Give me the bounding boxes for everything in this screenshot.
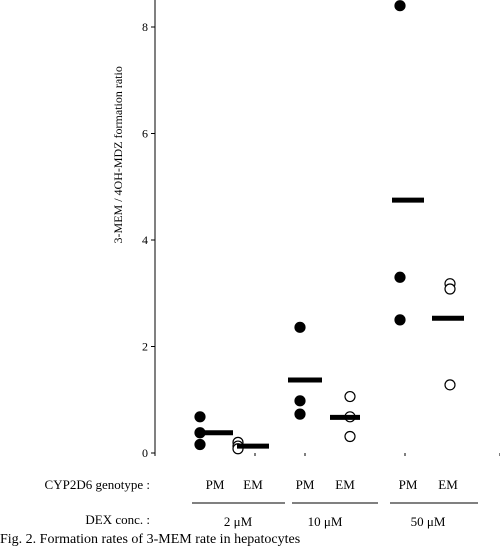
pm-data-point bbox=[394, 314, 406, 326]
conc-label: 2 μM bbox=[224, 514, 253, 529]
conc-label: 10 μM bbox=[308, 514, 343, 529]
em-data-point bbox=[444, 379, 456, 391]
genotype-label: EM bbox=[243, 477, 263, 492]
y-tick-label: 2 bbox=[142, 340, 148, 354]
genotype-row-label: CYP2D6 genotype : bbox=[45, 477, 150, 492]
y-tick-label: 6 bbox=[142, 127, 148, 141]
chart: 0 2 4 6 8 3-MEM / 4OH-MDZ formation ratio PM EM… bbox=[45, 0, 500, 529]
em-data-point bbox=[344, 390, 356, 403]
y-tick-label: 8 bbox=[142, 20, 148, 34]
pm-data-point bbox=[294, 395, 306, 407]
pm-data-point bbox=[394, 0, 406, 12]
em-data-point bbox=[444, 283, 456, 295]
em-data-point bbox=[344, 430, 356, 443]
pm-data-point bbox=[194, 438, 206, 451]
genotype-label: PM bbox=[399, 477, 418, 492]
conc-row-label: DEX conc. : bbox=[85, 512, 150, 527]
pm-data-point bbox=[294, 321, 306, 333]
y-tick-label: 0 bbox=[142, 446, 148, 460]
pm-data-point bbox=[194, 411, 206, 423]
genotype-label: EM bbox=[438, 477, 458, 492]
y-axis-label: 3-MEM / 4OH-MDZ formation ratio bbox=[111, 66, 125, 243]
genotype-label: PM bbox=[206, 477, 225, 492]
y-tick-label: 4 bbox=[142, 233, 148, 247]
figure-caption: Fig. 2. Formation rates of 3-MEM rate in… bbox=[0, 532, 301, 547]
pm-data-point bbox=[294, 408, 306, 420]
genotype-label: EM bbox=[335, 477, 355, 492]
pm-data-point bbox=[394, 271, 406, 283]
conc-label: 50 μM bbox=[411, 514, 446, 529]
genotype-label: PM bbox=[296, 477, 315, 492]
